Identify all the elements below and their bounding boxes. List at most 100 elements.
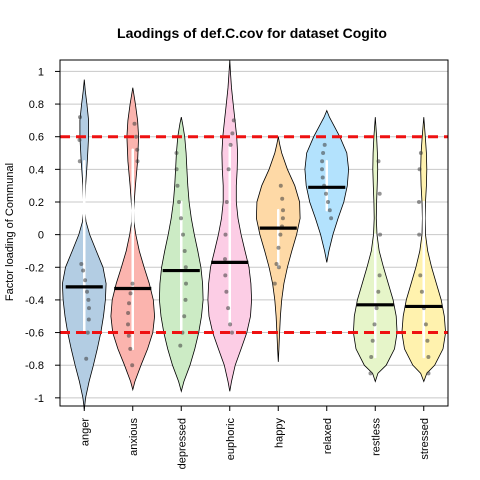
x-tick-label: restless xyxy=(370,418,382,456)
data-point xyxy=(184,281,188,286)
data-point xyxy=(272,281,277,286)
data-point xyxy=(280,196,285,201)
y-tick-label: 0.2 xyxy=(29,197,44,209)
data-point xyxy=(425,338,430,343)
data-point xyxy=(174,151,179,155)
data-point xyxy=(376,159,381,164)
violin-anxious xyxy=(110,87,156,392)
plot-frame xyxy=(59,59,449,407)
x-tick-label: happy xyxy=(273,418,285,448)
data-point xyxy=(135,147,140,152)
data-point xyxy=(130,363,135,368)
chart-title: Laodings of def.C.cov for dataset Cogito xyxy=(117,25,387,41)
data-point xyxy=(183,265,188,270)
violin-anger xyxy=(61,79,107,410)
data-point xyxy=(77,159,82,164)
data-point xyxy=(321,151,326,155)
data-point xyxy=(226,167,231,172)
data-point xyxy=(226,306,231,311)
y-tick-label: -0.4 xyxy=(25,295,44,307)
data-point xyxy=(127,301,131,306)
data-point xyxy=(128,291,133,296)
data-point xyxy=(228,142,233,147)
x-tick-label: relaxed xyxy=(322,418,334,454)
x-tick-label: euphoric xyxy=(225,418,237,461)
data-point xyxy=(320,167,324,172)
data-point xyxy=(86,297,91,302)
data-point xyxy=(278,232,283,237)
data-point xyxy=(135,159,140,164)
data-point xyxy=(230,131,235,136)
data-point xyxy=(183,297,188,302)
data-point xyxy=(417,232,422,237)
data-point xyxy=(426,355,431,359)
data-point xyxy=(83,278,88,283)
y-tick-label: -1 xyxy=(34,393,44,405)
data-point xyxy=(224,200,229,204)
data-point xyxy=(223,273,228,278)
y-tick-label: 1 xyxy=(38,66,44,78)
violins xyxy=(61,59,447,410)
data-point xyxy=(417,200,421,204)
data-point xyxy=(419,289,424,294)
violin-restless xyxy=(352,117,398,383)
y-tick-label: 0.6 xyxy=(29,132,44,144)
data-point xyxy=(87,306,91,311)
x-tick-label: anger xyxy=(79,418,91,446)
violin-euphoric xyxy=(207,59,253,392)
data-point xyxy=(320,175,325,180)
data-point xyxy=(182,249,187,253)
data-point xyxy=(418,151,423,155)
data-point xyxy=(126,311,131,315)
data-point xyxy=(322,142,327,147)
data-point xyxy=(85,289,89,294)
data-point xyxy=(278,183,283,188)
data-point xyxy=(78,115,82,120)
data-point xyxy=(378,232,383,237)
reference-lines xyxy=(60,135,448,335)
data-point xyxy=(77,138,82,142)
data-point xyxy=(126,333,131,338)
data-point xyxy=(327,208,332,213)
y-tick-label: -0.6 xyxy=(25,328,44,340)
violin-happy xyxy=(255,136,301,362)
violin-depressed xyxy=(158,117,204,393)
data-point xyxy=(79,262,84,266)
data-point xyxy=(329,216,334,221)
axes: 1 0.8 0.6 0.4 0.2 0 -0.2 -0.4 -0.6 -0.8 -1 anger anx… xyxy=(25,66,431,469)
data-point xyxy=(130,281,135,286)
data-point xyxy=(182,314,187,319)
data-point xyxy=(276,265,281,270)
data-point xyxy=(85,330,90,335)
data-point xyxy=(223,232,228,237)
data-point xyxy=(134,134,139,139)
y-tick-label: 0.8 xyxy=(29,99,44,111)
data-point xyxy=(231,118,236,123)
data-point xyxy=(86,317,91,322)
data-point xyxy=(372,322,377,327)
y-tick-label: -0.2 xyxy=(25,262,44,274)
data-point xyxy=(326,200,330,204)
data-point xyxy=(374,306,379,311)
x-tick-label: depressed xyxy=(176,418,188,469)
y-axis-label: Factor loading of Communal xyxy=(4,163,16,301)
data-point xyxy=(181,232,185,237)
data-point xyxy=(281,208,285,213)
data-point xyxy=(230,330,234,335)
data-point xyxy=(369,355,374,359)
data-point xyxy=(370,338,375,343)
data-point xyxy=(280,216,285,221)
data-point xyxy=(320,159,325,164)
data-point xyxy=(324,191,328,196)
data-point xyxy=(417,167,422,172)
data-point xyxy=(224,289,229,294)
data-point xyxy=(368,371,373,376)
data-point xyxy=(377,191,382,196)
data-point xyxy=(81,268,86,273)
data-point xyxy=(423,322,428,327)
y-tick-label: 0.4 xyxy=(29,164,44,176)
y-tick-label: -0.8 xyxy=(25,360,44,372)
x-tick-label: anxious xyxy=(128,418,140,456)
y-tick-label: 0 xyxy=(38,230,44,242)
